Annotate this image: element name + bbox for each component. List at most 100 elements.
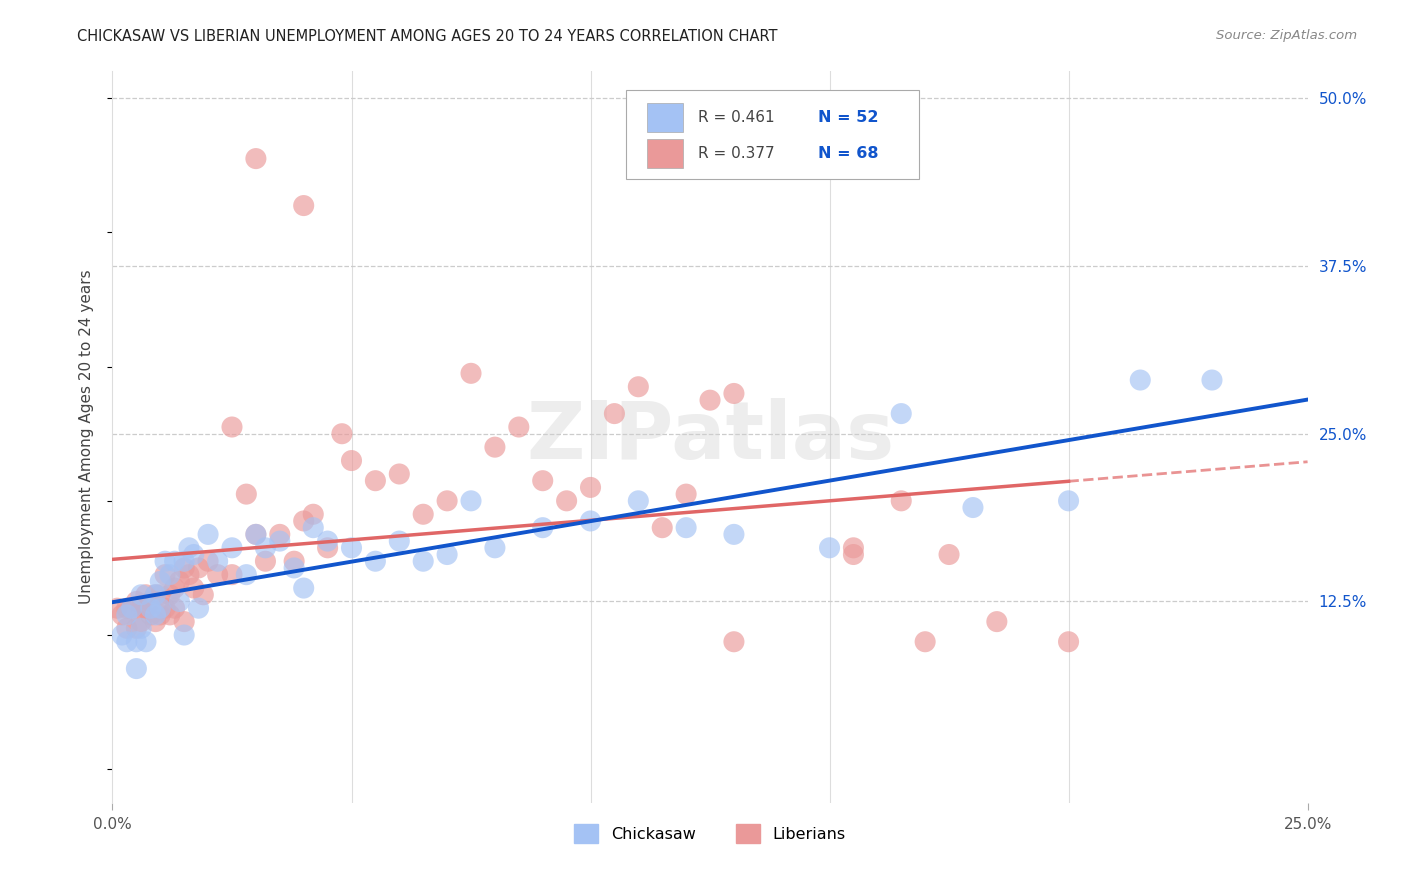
Point (460, 367, 482, 381)
Point (129, 621, 152, 635)
Point (283, 561, 305, 575)
Point (842, 541, 865, 555)
Point (388, 534, 411, 549)
Point (651, 521, 673, 535)
Point (531, 474, 554, 488)
Point (129, 601, 152, 615)
Point (364, 554, 387, 568)
Bar (647, 138, 682, 168)
Point (603, 407, 626, 421)
Point (627, 380, 650, 394)
Point (153, 567, 176, 582)
Point (302, 521, 325, 535)
Point (436, 548, 458, 562)
Point (163, 581, 186, 595)
Point (115, 607, 138, 622)
Point (139, 607, 162, 622)
Point (115, 621, 138, 635)
Point (221, 567, 243, 582)
Text: Source: ZipAtlas.com: Source: ZipAtlas.com (1216, 29, 1357, 42)
Point (723, 634, 745, 648)
Point (1057, 493, 1080, 508)
Point (531, 521, 554, 535)
Point (159, 567, 181, 582)
Point (163, 601, 186, 615)
Point (135, 588, 157, 602)
Point (105, 601, 128, 615)
Point (1057, 634, 1080, 648)
Point (283, 554, 305, 568)
Point (364, 474, 387, 488)
Point (340, 541, 363, 555)
Point (436, 493, 458, 508)
Point (173, 554, 195, 568)
Point (135, 601, 157, 615)
Point (135, 634, 157, 648)
Point (579, 514, 602, 528)
Point (818, 541, 841, 555)
Point (254, 541, 277, 555)
Point (129, 615, 152, 629)
Point (125, 634, 148, 648)
Point (579, 480, 602, 494)
Point (1201, 373, 1223, 387)
Point (245, 527, 267, 541)
Bar (647, 103, 682, 132)
Point (962, 500, 984, 515)
Point (207, 554, 229, 568)
Point (292, 514, 315, 528)
Point (316, 534, 339, 549)
Point (221, 541, 243, 555)
Point (292, 198, 315, 212)
Point (159, 588, 181, 602)
Point (245, 152, 267, 166)
Point (139, 601, 162, 615)
Point (269, 534, 291, 549)
Point (330, 426, 353, 441)
Point (153, 554, 176, 568)
Point (177, 567, 200, 582)
Point (145, 588, 167, 602)
Point (460, 493, 482, 508)
Point (316, 541, 339, 555)
Point (145, 615, 167, 629)
Point (484, 440, 506, 454)
Point (412, 508, 434, 522)
Point (197, 527, 219, 541)
Point (115, 634, 138, 648)
Point (235, 567, 257, 582)
Point (508, 420, 530, 434)
Text: R = 0.377: R = 0.377 (699, 145, 775, 161)
Point (169, 594, 191, 608)
Point (388, 467, 411, 481)
Point (125, 662, 148, 676)
Point (183, 548, 205, 562)
Point (627, 493, 650, 508)
Point (890, 493, 912, 508)
Point (149, 607, 172, 622)
Point (1129, 373, 1152, 387)
Point (153, 601, 176, 615)
Point (914, 634, 936, 648)
Point (197, 554, 219, 568)
Point (125, 594, 148, 608)
Point (139, 594, 162, 608)
Point (187, 601, 209, 615)
Point (177, 541, 200, 555)
Point (699, 393, 721, 408)
Point (221, 420, 243, 434)
Point (723, 527, 745, 541)
Point (245, 527, 267, 541)
Point (187, 561, 209, 575)
Point (986, 615, 1008, 629)
Point (163, 554, 186, 568)
Point (193, 588, 215, 602)
Point (675, 487, 697, 501)
Point (207, 567, 229, 582)
Point (302, 508, 325, 522)
Point (111, 628, 134, 642)
Point (890, 407, 912, 421)
Point (235, 487, 257, 501)
Point (269, 527, 291, 541)
Point (183, 581, 205, 595)
